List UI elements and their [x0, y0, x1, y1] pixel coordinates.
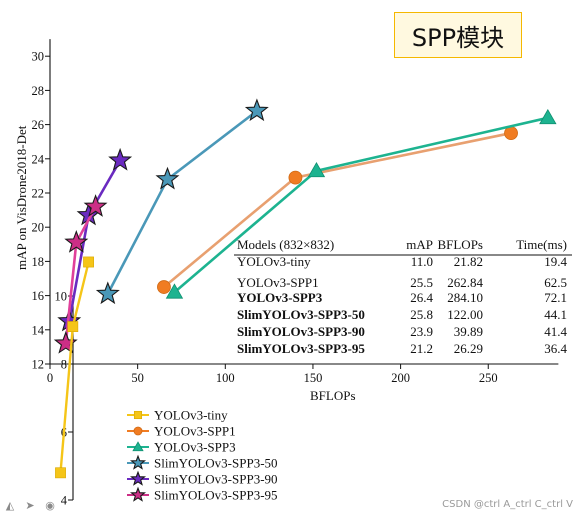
point-slimyolov3-spp3-95: [64, 230, 89, 253]
table-cell: 23.9: [410, 324, 433, 339]
y-tick-label: 24: [32, 152, 45, 166]
table-cell: YOLOv3-SPP1: [237, 275, 319, 290]
legend-marker-slimyolov3-spp3-90: [129, 470, 147, 486]
y-tick-label: 12: [32, 358, 45, 372]
y-tick-label: 30: [32, 50, 45, 64]
x-tick-label: 50: [131, 371, 144, 385]
legend-marker-slimyolov3-spp3-50: [129, 454, 147, 470]
table-header-cell: BFLOPs: [437, 237, 483, 252]
table-cell: 26.4: [410, 290, 433, 305]
series-line-slimyolov3-spp3-50: [106, 109, 258, 295]
table-cell: 25.8: [410, 307, 433, 322]
pointer-icon[interactable]: ➤: [25, 499, 35, 512]
watermark: CSDN @ctrl A_ctrl C_ctrl V: [442, 499, 573, 510]
point-yolov3-spp3: [539, 108, 557, 125]
x-tick-label: 0: [47, 371, 53, 385]
point-yolov3-spp3: [307, 161, 326, 178]
table-cell: 284.10: [447, 290, 483, 305]
legend-label-slimyolov3-spp3-95: SlimYOLOv3-SPP3-95: [154, 488, 278, 503]
legend-marker-yolov3-spp3: [132, 441, 144, 452]
table-cell: 36.4: [544, 341, 567, 356]
table-cell: 41.4: [544, 324, 567, 339]
legend-label-yolov3-spp1: YOLOv3-SPP1: [154, 424, 236, 439]
legend-label-slimyolov3-spp3-50: SlimYOLOv3-SPP3-50: [154, 456, 278, 471]
series-line-yolov3-spp3: [173, 116, 549, 294]
point-slimyolov3-spp3-95: [53, 330, 78, 354]
table-cell: 11.0: [411, 254, 433, 269]
table-header-cell: mAP: [406, 237, 433, 252]
y-tick-label: 18: [32, 255, 45, 269]
x-tick-label: 250: [479, 371, 498, 385]
point-slimyolov3-spp3-95: [83, 194, 108, 217]
table-header-cell: Time(ms): [516, 237, 567, 252]
y-tick-label: 22: [32, 187, 45, 201]
record-icon[interactable]: ◉: [45, 499, 55, 512]
x-tick-label: 100: [216, 371, 235, 385]
table-cell: 26.29: [454, 341, 483, 356]
legend-marker-slimyolov3-spp3-95: [129, 486, 147, 502]
legend-marker-yolov3-tiny: [133, 410, 143, 420]
legend-label-yolov3-spp3: YOLOv3-SPP3: [154, 440, 236, 455]
y-tick-label: 16: [32, 289, 45, 303]
legend-label-yolov3-tiny: YOLOv3-tiny: [154, 408, 228, 423]
table-cell: SlimYOLOv3-SPP3-90: [237, 324, 365, 339]
table-cell: SlimYOLOv3-SPP3-95: [237, 341, 365, 356]
navigate-icon[interactable]: ◭: [5, 499, 15, 512]
x-axis-label: BFLOPs: [310, 388, 356, 403]
spp-module-title: SPP模块: [394, 12, 522, 58]
y-axis-label: mAP on VisDrone2018-Det: [14, 125, 29, 270]
table-cell: 39.89: [454, 324, 483, 339]
table-cell: 19.4: [544, 254, 567, 269]
y-tick-label: 20: [32, 221, 45, 235]
inset-y-tick-label: 10: [55, 290, 68, 304]
point-slimyolov3-spp3-50: [95, 281, 120, 305]
point-slimyolov3-spp3-50: [155, 166, 180, 190]
point-slimyolov3-spp3-90: [108, 147, 133, 171]
x-tick-label: 150: [304, 371, 323, 385]
table-cell: 122.00: [447, 307, 483, 322]
bottom-toolbar: ◭ ➤ ◉: [4, 500, 56, 512]
table-cell: 25.5: [410, 275, 433, 290]
table-cell: YOLOv3-SPP3: [237, 290, 323, 305]
point-yolov3-spp3: [165, 283, 184, 299]
table-header-cell: Models (832×832): [237, 237, 334, 252]
table-cell: 262.84: [447, 275, 483, 290]
table-cell: 21.82: [454, 254, 483, 269]
table-cell: 21.2: [410, 341, 433, 356]
point-yolov3-spp1: [157, 280, 171, 294]
point-slimyolov3-spp3-50: [244, 98, 269, 122]
y-tick-label: 28: [32, 84, 45, 98]
y-tick-label: 14: [32, 323, 45, 337]
legend-label-slimyolov3-spp3-90: SlimYOLOv3-SPP3-90: [154, 472, 278, 487]
table-cell: 72.1: [544, 290, 567, 305]
inset-y-tick-label: 4: [61, 494, 68, 508]
point-yolov3-tiny: [83, 256, 94, 268]
table-cell: YOLOv3-tiny: [237, 254, 311, 269]
point-yolov3-tiny: [67, 321, 79, 332]
y-tick-label: 26: [32, 118, 45, 132]
table-cell: 44.1: [544, 307, 567, 322]
point-yolov3-tiny: [55, 467, 66, 479]
x-tick-label: 200: [391, 371, 410, 385]
point-yolov3-spp1: [288, 170, 303, 185]
table-cell: SlimYOLOv3-SPP3-50: [237, 307, 365, 322]
legend-marker-yolov3-spp1: [133, 426, 143, 436]
table-cell: 62.5: [544, 275, 567, 290]
inset-y-tick-label: 8: [61, 358, 67, 372]
